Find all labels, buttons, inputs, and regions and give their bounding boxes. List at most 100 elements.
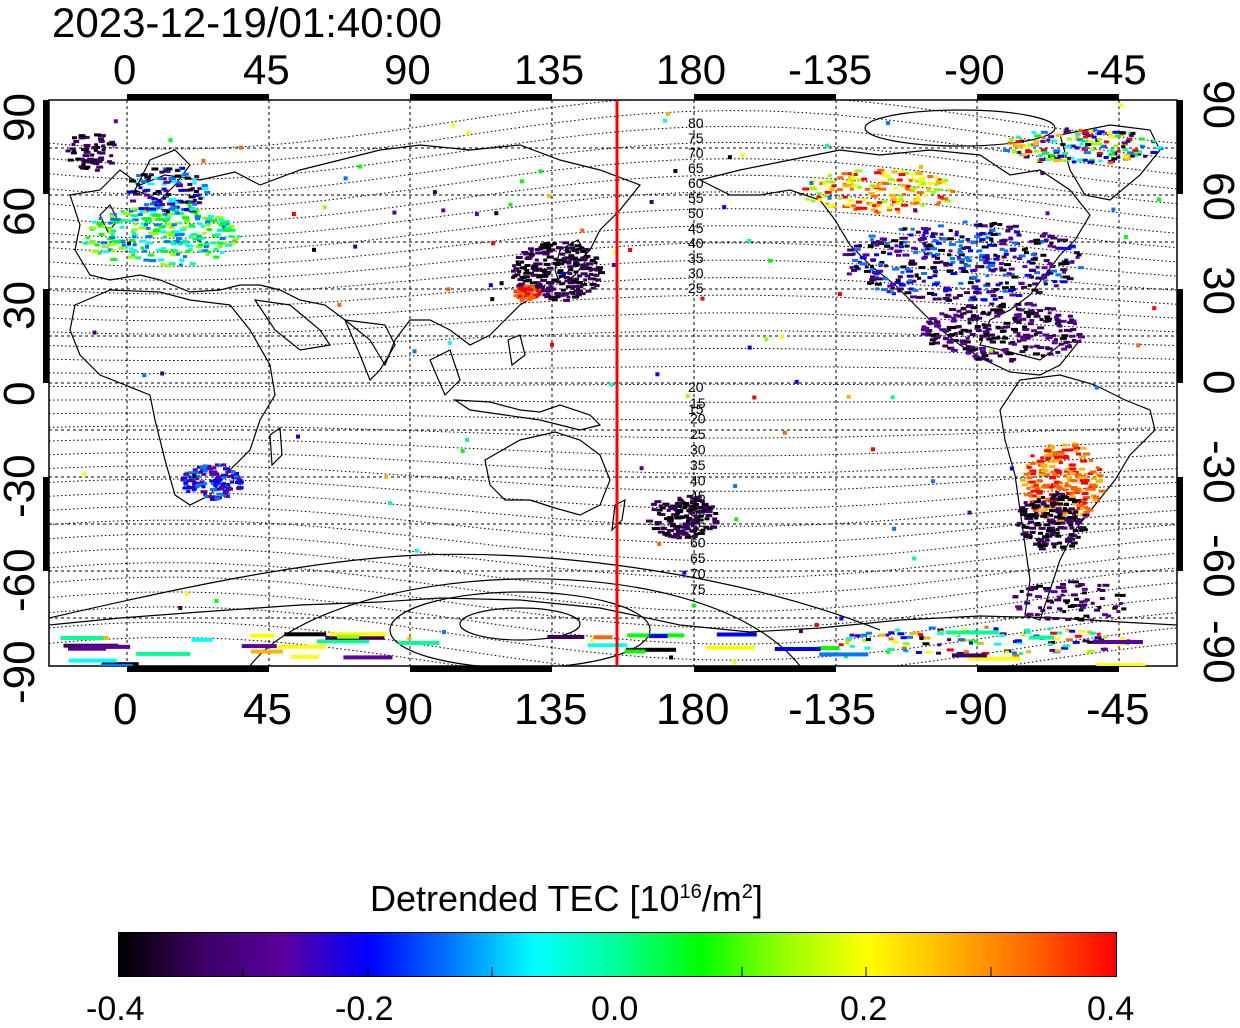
tec-point: [1080, 617, 1085, 621]
tec-point: [578, 292, 586, 296]
tec-point: [1021, 633, 1026, 637]
tec-point: [923, 252, 929, 256]
tec-point: [928, 333, 936, 337]
tec-point: [960, 306, 965, 310]
tec-point: [1033, 542, 1037, 546]
tec-point: [732, 660, 737, 665]
tec-point: [1090, 601, 1095, 605]
tec-point: [168, 198, 176, 202]
tec-point: [1029, 635, 1055, 640]
tec-point: [999, 266, 1004, 270]
tec-point: [474, 212, 479, 217]
tec-point: [126, 190, 134, 194]
tec-point: [1022, 345, 1029, 349]
tec-point: [563, 276, 570, 279]
tec-point: [179, 166, 186, 170]
tec-point: [172, 239, 180, 243]
tec-point: [1021, 524, 1026, 528]
tec-point: [1058, 329, 1063, 333]
tec-point: [861, 177, 868, 181]
tec-point: [1044, 449, 1051, 453]
tec-point: [1029, 469, 1037, 473]
tec-point: [948, 263, 953, 267]
tec-point: [870, 241, 876, 245]
tec-point: [180, 478, 185, 481]
tec-point: [194, 194, 199, 197]
colorbar-tick-1: -0.2: [335, 990, 394, 1028]
tec-point: [1071, 534, 1078, 538]
tec-point: [1068, 533, 1073, 537]
tec-point: [571, 286, 575, 290]
tec-point: [1062, 270, 1067, 274]
tec-point: [160, 371, 165, 376]
tec-point: [518, 287, 522, 291]
tec-point: [910, 173, 915, 177]
tec-point: [814, 622, 819, 627]
tec-point: [1023, 155, 1030, 159]
tec-point: [183, 481, 189, 485]
tec-point: [1011, 342, 1017, 346]
tec-point: [984, 358, 989, 362]
tec-point: [902, 642, 910, 646]
contour-line: [49, 533, 1177, 579]
tec-point: [956, 309, 962, 313]
tec-point: [108, 242, 116, 246]
tec-point: [1122, 148, 1129, 152]
tec-point: [1079, 513, 1084, 517]
tec-point: [214, 477, 222, 481]
tec-point: [219, 237, 226, 240]
tec-point: [1064, 156, 1071, 160]
tec-point: [107, 248, 113, 252]
tec-point: [223, 491, 228, 495]
tec-point: [97, 251, 102, 255]
tec-point: [693, 503, 700, 506]
tec-point: [186, 485, 194, 489]
tec-point: [920, 332, 928, 336]
contour-line: [49, 562, 1177, 612]
tec-point: [1044, 307, 1051, 310]
tec-point: [182, 486, 190, 490]
tec-point: [929, 342, 936, 346]
tec-point: [1064, 469, 1069, 473]
tec-point: [994, 232, 1001, 236]
tec-point: [1033, 149, 1039, 153]
tec-point: [986, 290, 991, 294]
tec-point: [1077, 138, 1084, 142]
tec-point: [809, 181, 814, 185]
tec-point: [853, 207, 858, 211]
tec-point: [357, 164, 362, 169]
tec-point: [1005, 650, 1009, 654]
tec-point: [1016, 332, 1021, 336]
tec-point: [568, 258, 573, 262]
tec-point: [1024, 601, 1031, 605]
tec-point: [197, 222, 203, 226]
tec-point: [699, 514, 704, 518]
tec-point: [1025, 534, 1033, 537]
tec-point: [146, 178, 151, 182]
tec-point: [1028, 520, 1034, 524]
tec-point: [1024, 493, 1030, 497]
tec-point: [1027, 143, 1032, 147]
tec-point: [1050, 590, 1058, 594]
tec-point: [520, 260, 525, 264]
tec-point: [207, 250, 212, 254]
tec-point: [874, 243, 880, 247]
tec-point: [995, 308, 1003, 312]
tec-point: [200, 224, 205, 228]
tec-point: [867, 281, 875, 285]
tec-point: [570, 291, 576, 295]
tec-point: [551, 278, 558, 282]
tec-point: [1129, 154, 1135, 158]
tec-point: [690, 499, 696, 503]
tec-point: [343, 655, 393, 660]
tec-point: [899, 241, 904, 246]
contour-line: [49, 100, 1177, 150]
tec-point: [184, 220, 191, 224]
tec-point: [675, 532, 683, 536]
contour-line: [49, 547, 1177, 596]
tec-point: [533, 293, 540, 297]
tec-point: [950, 348, 958, 352]
tec-point: [846, 253, 854, 257]
tec-point: [571, 295, 579, 299]
tec-point: [145, 235, 153, 239]
